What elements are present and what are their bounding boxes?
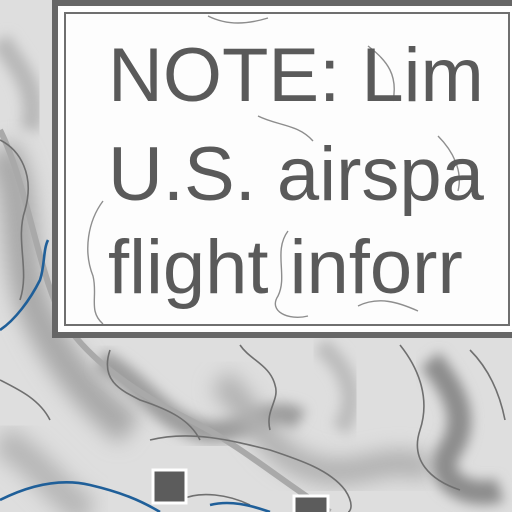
note-text-line-3: flight inforr	[108, 225, 463, 310]
terrain-ridge	[420, 352, 504, 505]
contour-line	[367, 45, 395, 102]
note-box: NOTE: Lim U.S. airspa flight inforr	[52, 0, 512, 338]
contour-line	[469, 349, 506, 421]
river	[209, 501, 271, 512]
terrain-ridge	[0, 34, 43, 133]
terrain-ridge	[94, 350, 307, 443]
contour-line	[357, 300, 419, 312]
contour-line	[106, 349, 201, 441]
terrain-ridge	[0, 426, 97, 512]
map-marker[interactable]	[292, 494, 330, 512]
contour-lines	[0, 139, 506, 512]
river	[0, 481, 161, 512]
rivers	[0, 239, 271, 512]
contour-line	[239, 344, 277, 431]
map-marker[interactable]	[151, 468, 188, 505]
terrain-ridge	[0, 139, 141, 444]
contour-line	[0, 139, 29, 301]
road	[0, 128, 332, 512]
note-contour-overlay	[87, 15, 460, 325]
contour-line	[149, 435, 352, 512]
contour-line	[257, 115, 314, 142]
note-text-line-1: NOTE: Lim	[108, 33, 484, 118]
river	[0, 239, 50, 332]
contour-line	[207, 15, 269, 24]
contour-line	[437, 135, 460, 192]
terrain-ridge	[314, 338, 360, 435]
contour-line	[274, 230, 309, 318]
contour-line	[399, 344, 461, 491]
note-text-line-2: U.S. airspa	[108, 132, 484, 217]
contour-line	[87, 200, 104, 325]
contour-line	[0, 379, 51, 421]
